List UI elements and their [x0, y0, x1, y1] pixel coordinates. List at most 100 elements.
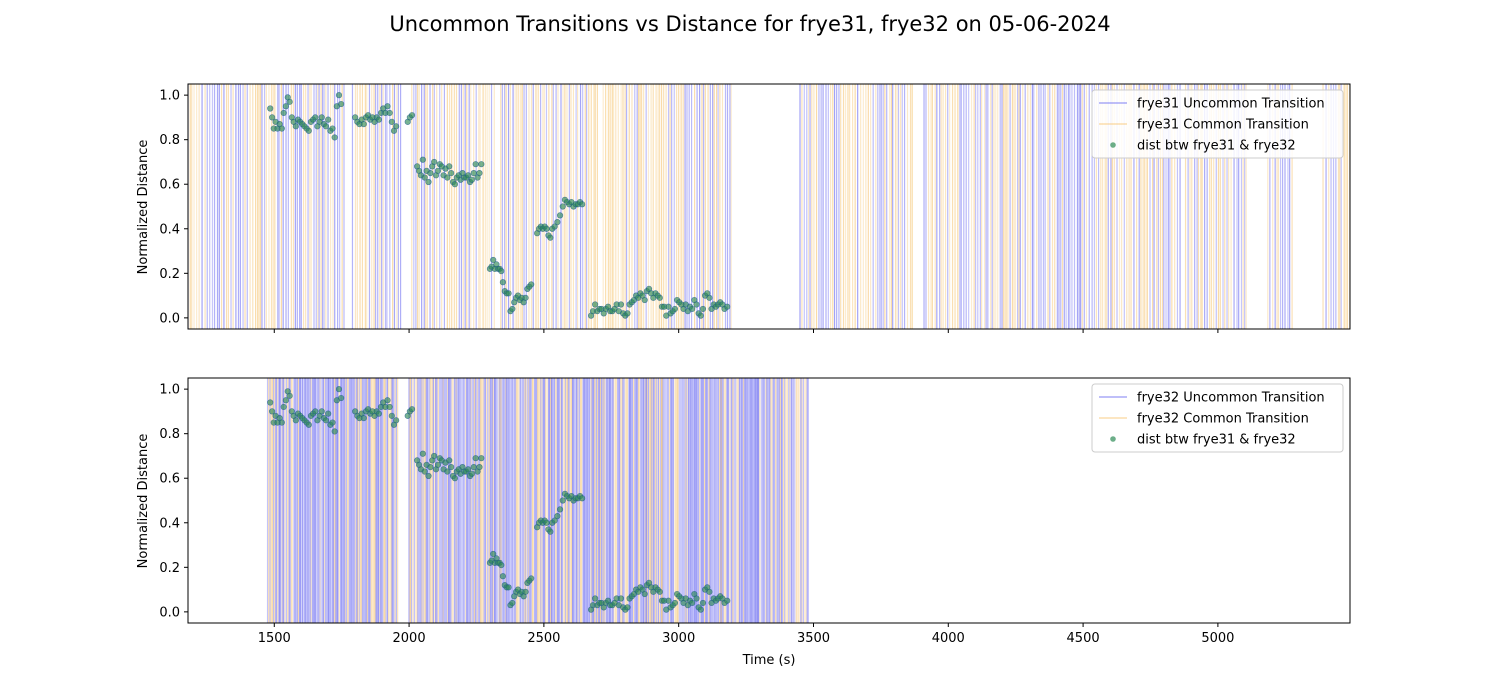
- x-tick-label: 4000: [932, 631, 965, 646]
- legend-label: frye31 Uncommon Transition: [1137, 97, 1325, 112]
- distance-point: [543, 519, 550, 526]
- y-tick-label: 0.8: [159, 133, 180, 148]
- y-tick-label: 0.8: [159, 427, 180, 442]
- distance-point: [282, 103, 289, 110]
- legend-label: frye32 Uncommon Transition: [1137, 391, 1325, 406]
- x-tick-label: 2000: [393, 631, 426, 646]
- distance-point: [478, 455, 485, 462]
- distance-point: [388, 412, 395, 419]
- distance-point: [312, 114, 319, 121]
- distance-point: [468, 470, 475, 477]
- y-tick-label: 1.0: [159, 89, 180, 104]
- distance-point: [408, 406, 416, 413]
- distance-point: [427, 463, 434, 471]
- distance-point: [278, 125, 285, 132]
- figure-title: Uncommon Transitions vs Distance for fry…: [389, 12, 1110, 36]
- distance-point: [543, 225, 550, 232]
- legend-box: [1091, 89, 1344, 159]
- distance-point: [656, 294, 663, 301]
- distance-point: [292, 123, 299, 130]
- distance-point: [269, 408, 276, 415]
- distance-point: [624, 604, 631, 611]
- distance-point: [386, 109, 393, 117]
- distance-point: [490, 256, 497, 264]
- distance-point: [476, 463, 483, 471]
- distance-point: [393, 417, 400, 424]
- legend-label: dist btw frye31 & frye32: [1137, 433, 1296, 448]
- distance-point: [699, 599, 707, 607]
- x-tick-label: 4500: [1067, 631, 1100, 646]
- distance-point: [641, 296, 648, 304]
- distance-point: [335, 92, 343, 99]
- y-tick-label: 0.6: [159, 472, 180, 487]
- y-tick-label: 0.4: [159, 222, 180, 237]
- distance-point: [498, 267, 505, 275]
- x-tick-label: 1500: [258, 631, 291, 646]
- y-axis-label: Normalized Distance: [136, 434, 151, 569]
- y-tick-label: 0.2: [159, 561, 180, 576]
- distance-point: [325, 116, 332, 123]
- legend-distance-swatch: [1110, 436, 1116, 442]
- distance-point: [665, 597, 672, 604]
- distance-point: [490, 550, 497, 558]
- distance-point: [465, 172, 472, 179]
- distance-point: [528, 575, 535, 582]
- x-axis-label: Time (s): [742, 653, 796, 668]
- distance-point: [388, 118, 395, 125]
- distance-point: [509, 599, 516, 607]
- distance-point: [338, 100, 345, 108]
- distance-point: [322, 417, 330, 424]
- distance-point: [465, 466, 472, 473]
- distance-point: [421, 468, 428, 475]
- distance-point: [375, 116, 382, 123]
- distance-point: [286, 392, 293, 399]
- distance-point: [393, 123, 400, 130]
- distance-point: [322, 123, 330, 130]
- distance-point: [335, 386, 343, 393]
- distance-point: [579, 495, 586, 502]
- distance-point: [706, 588, 713, 595]
- distance-point: [641, 590, 648, 598]
- legend: frye31 Uncommon Transition frye31 Common …: [1091, 89, 1344, 159]
- distance-point: [522, 294, 529, 301]
- distance-point: [498, 561, 505, 569]
- y-tick-label: 0.6: [159, 178, 180, 193]
- y-axis-label: Normalized Distance: [136, 140, 151, 275]
- axes-frame: [187, 377, 1351, 624]
- distance-point: [624, 310, 631, 317]
- distance-point: [499, 573, 506, 580]
- distance-point: [671, 599, 679, 607]
- y-tick-label: 0.4: [159, 516, 180, 531]
- distance-point: [269, 114, 276, 121]
- distance-point: [318, 114, 325, 121]
- legend-distance-swatch: [1110, 142, 1116, 148]
- distance-point: [476, 169, 483, 177]
- distance-point: [448, 463, 455, 471]
- distance-point: [671, 305, 679, 313]
- distance-point: [360, 414, 367, 422]
- distance-point: [448, 169, 455, 177]
- distance-point: [478, 161, 485, 168]
- distance-point: [425, 178, 432, 186]
- distance-point: [384, 103, 391, 110]
- distance-point: [286, 98, 293, 105]
- distance-point: [592, 595, 599, 602]
- y-tick-label: 0.0: [159, 311, 180, 326]
- distance-point: [267, 105, 274, 112]
- distance-point: [579, 201, 586, 208]
- distance-point: [431, 158, 438, 166]
- distance-point: [446, 163, 453, 170]
- distance-point: [375, 410, 382, 417]
- distance-point: [699, 305, 707, 313]
- distance-point: [318, 408, 325, 415]
- distance-point: [444, 174, 451, 181]
- y-tick-label: 1.0: [159, 383, 180, 398]
- distance-point: [554, 218, 561, 226]
- distance-point: [292, 417, 299, 424]
- distance-point: [280, 109, 287, 117]
- distance-point: [444, 468, 451, 475]
- bottom-subplot: 1500 2000 2500 3000 3500 4000 4500 5000 0.0 0.2 0.…: [136, 377, 1351, 668]
- distance-point: [554, 512, 561, 520]
- distance-point: [329, 419, 336, 426]
